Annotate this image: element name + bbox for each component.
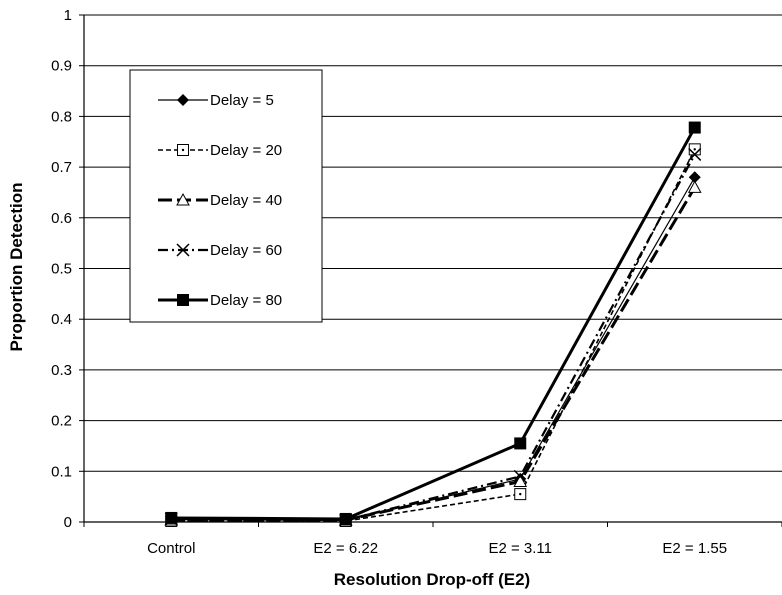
legend-label: Delay = 40 <box>210 192 282 209</box>
data-point <box>688 121 701 134</box>
y-tick-label: 0.5 <box>51 261 72 278</box>
data-point <box>514 437 527 450</box>
series <box>165 121 701 525</box>
y-tick-label: 0.2 <box>51 413 72 430</box>
y-tick-label: 0.6 <box>51 210 72 227</box>
data-point <box>688 147 702 161</box>
axes <box>79 14 782 527</box>
y-axis-title: Proportion Detection <box>7 182 26 351</box>
x-axis-title: Resolution Drop-off (E2) <box>334 570 530 589</box>
y-tick-label: 0.4 <box>51 311 72 328</box>
y-tick-label: 0 <box>64 514 72 531</box>
series-line <box>171 148 696 522</box>
data-point <box>339 512 352 525</box>
legend-entry: Delay = 60 <box>158 242 282 259</box>
data-point <box>688 143 701 156</box>
legend-label: Delay = 5 <box>210 92 274 109</box>
x-tick-label: E2 = 3.11 <box>488 540 552 557</box>
x-tick-label: Control <box>147 540 195 557</box>
legend: Delay = 5 Delay = 20 Delay = 40 Delay = 60 D… <box>129 69 323 323</box>
data-point <box>514 488 527 501</box>
data-point <box>176 192 190 206</box>
data-point <box>165 511 178 524</box>
series-line <box>171 126 697 521</box>
x-tick-label: E2 = 6.22 <box>313 540 378 557</box>
y-tick-label: 1 <box>64 7 72 24</box>
legend-box <box>129 69 323 323</box>
y-tick-label: 0.8 <box>51 108 72 125</box>
data-point <box>177 94 189 106</box>
y-tick-labels: 0 0.1 0.2 0.3 0.4 0.5 0.6 0.7 0.8 0.9 1 <box>51 7 72 531</box>
legend-entry: Delay = 5 <box>158 92 274 109</box>
y-tick-label: 0.7 <box>51 159 72 176</box>
legend-entry: Delay = 20 <box>158 142 282 159</box>
legend-entry: Delay = 80 <box>158 292 282 309</box>
y-tick-label: 0.1 <box>51 463 72 480</box>
data-point <box>177 144 189 156</box>
y-tick-label: 0.9 <box>51 58 72 75</box>
data-point <box>688 171 701 184</box>
legend-label: Delay = 80 <box>210 292 282 309</box>
y-tick-label: 0.3 <box>51 362 72 379</box>
data-point <box>513 469 527 483</box>
data-point <box>513 474 528 487</box>
data-point <box>177 294 189 306</box>
data-point <box>176 243 190 257</box>
data-point <box>687 180 702 193</box>
x-tick-labels: Control E2 = 6.22 E2 = 3.11 E2 = 1.55 <box>147 540 727 557</box>
x-tick-label: E2 = 1.55 <box>662 540 727 557</box>
legend-entry: Delay = 40 <box>158 192 282 209</box>
legend-label: Delay = 60 <box>210 242 282 259</box>
legend-label: Delay = 20 <box>210 142 282 159</box>
series-group <box>164 121 702 527</box>
